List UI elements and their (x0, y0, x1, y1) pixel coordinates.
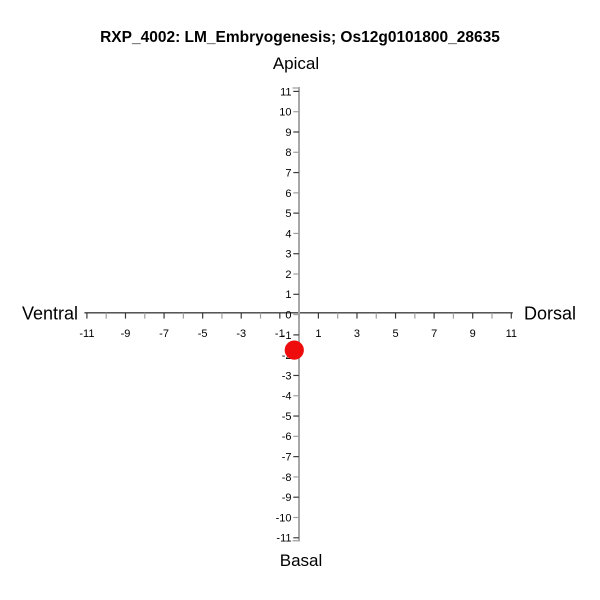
chart-title: RXP_4002: LM_Embryogenesis; Os12g0101800… (100, 29, 500, 46)
axis-label-ventral: Ventral (22, 304, 78, 324)
y-tick-label: 5 (285, 208, 291, 220)
y-tick-label: -11 (276, 533, 291, 545)
y-tick-label: 1 (285, 289, 291, 301)
x-tick-label: 1 (315, 328, 321, 340)
x-tick-label: 7 (431, 328, 437, 340)
y-tick-label: -7 (282, 452, 292, 464)
y-tick-label: -2 (282, 350, 292, 362)
points-layer (284, 340, 304, 360)
x-tick-label: 3 (354, 328, 360, 340)
y-tick-label: -9 (282, 492, 292, 504)
x-tick-label: 9 (470, 328, 476, 340)
x-tick-label: -11 (79, 328, 94, 340)
y-tick-label: 7 (285, 167, 291, 179)
axis-label-dorsal: Dorsal (524, 304, 576, 324)
y-tick-label: 2 (285, 269, 291, 281)
y-tick-label: 8 (285, 147, 291, 159)
axis-label-basal: Basal (280, 551, 323, 570)
x-tick-label: 5 (392, 328, 398, 340)
y-tick-label: -6 (282, 431, 292, 443)
x-tick-label: -7 (159, 328, 169, 340)
y-tick-label: 11 (280, 86, 291, 98)
x-tick-label: -9 (121, 328, 131, 340)
axis-label-apical: Apical (273, 54, 319, 73)
y-tick-label: -1 (282, 330, 292, 342)
y-tick-label: -4 (282, 391, 292, 403)
x-tick-label: -5 (198, 328, 208, 340)
y-tick-label: 10 (279, 107, 291, 119)
y-tick-label: -10 (276, 512, 292, 524)
y-tick-label: 3 (285, 249, 291, 261)
y-tick-label: 4 (285, 228, 291, 240)
y-tick-label: 6 (285, 188, 291, 200)
y-tick-label: -3 (282, 370, 292, 382)
x-tick-label: -1 (275, 328, 285, 340)
y-tick-label: -5 (282, 411, 292, 423)
y-tick-label: 9 (285, 127, 291, 139)
data-point (284, 340, 304, 360)
y-tick-label: -8 (282, 472, 292, 484)
axes-layer: -11 -9 -7 -5 -3 -1 1 3 5 7 9 11-11-10-9-8-7-6-5-4-3… (79, 86, 517, 544)
x-tick-label: -3 (236, 328, 246, 340)
x-tick-label: 11 (506, 328, 517, 340)
y-tick-label: 0 (285, 310, 291, 322)
